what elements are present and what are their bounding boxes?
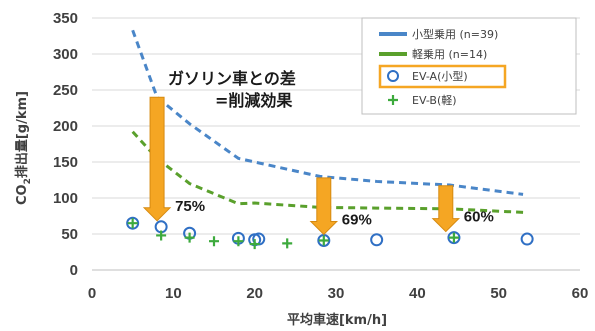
reduction-label: 75% — [175, 198, 205, 215]
y-tick-label: 100 — [53, 190, 78, 207]
y-axis-title-rest: 排出量[g/km] — [14, 91, 30, 178]
y-tick-label: 300 — [53, 46, 78, 63]
x-tick-label: 30 — [328, 285, 345, 302]
ev-b-point — [233, 236, 243, 246]
ev-b-point — [282, 238, 292, 248]
x-tick-label: 50 — [490, 285, 507, 302]
x-tick-label: 60 — [572, 285, 589, 302]
y-tick-label: 350 — [53, 10, 78, 27]
reduction-label: 69% — [342, 211, 372, 228]
x-axis-title: 平均車速[km/h] — [287, 312, 387, 328]
annotation-headline: ガソリン車との差 — [168, 69, 296, 88]
x-tick-label: 0 — [88, 285, 96, 302]
reduction-arrows: 75% 69% 60% — [144, 97, 494, 234]
y-axis-title-co: CO — [15, 184, 30, 205]
y-tick-label: 50 — [61, 226, 78, 243]
ev-a-point — [522, 234, 533, 245]
legend-label: EV-A(小型) — [412, 69, 468, 83]
ev-a-point — [371, 234, 382, 245]
legend-label: 小型乗用 (n=39) — [412, 27, 498, 41]
reduction-label: 60% — [464, 209, 494, 226]
y-axis-title: CO2排出量[g/km] — [14, 91, 33, 205]
x-tick-label: 20 — [246, 285, 263, 302]
annotation-subline: =削減効果 — [215, 91, 292, 110]
y-tick-label: 0 — [70, 262, 78, 279]
ev-b-point — [209, 236, 219, 246]
legend-label: 軽乗用 (n=14) — [412, 48, 487, 61]
legend: 小型乗用 (n=39) 軽乗用 (n=14) EV-A(小型) EV-B(軽) — [362, 18, 576, 114]
reduction-arrow-0 — [144, 97, 170, 221]
y-tick-label: 150 — [53, 154, 78, 171]
x-tick-label: 10 — [165, 285, 182, 302]
y-tick-label: 250 — [53, 82, 78, 99]
ev-b-point — [250, 239, 260, 249]
legend-label: EV-B(軽) — [412, 94, 457, 107]
x-tick-label: 40 — [409, 285, 426, 302]
y-tick-label: 200 — [53, 118, 78, 135]
